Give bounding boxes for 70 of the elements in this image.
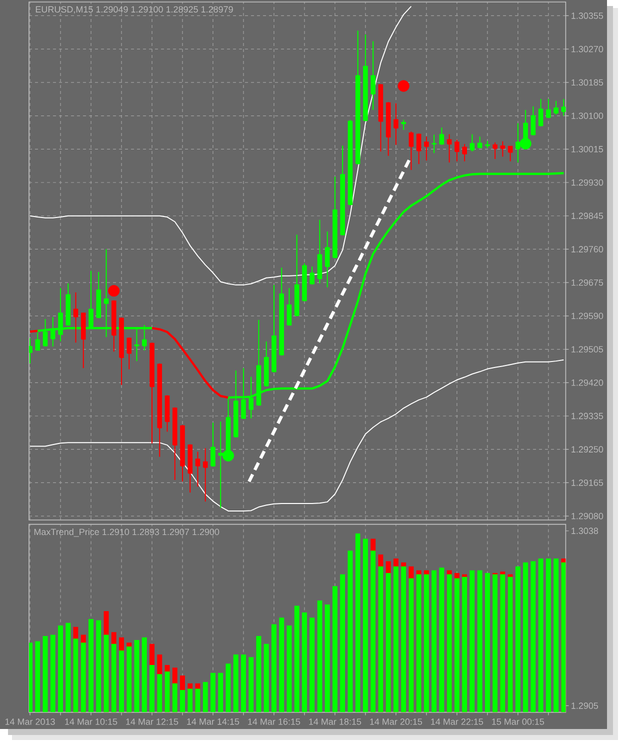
candlestick <box>408 130 414 170</box>
candlestick <box>42 318 48 348</box>
candlestick <box>508 146 513 162</box>
candlestick <box>454 139 460 162</box>
y-tick-label: 1.29080 <box>572 512 604 520</box>
candlestick <box>462 144 467 162</box>
point <box>108 285 120 297</box>
x-tick-label: 14 Mar 18:15 <box>309 718 362 725</box>
x-tick-label: 14 Mar 20:15 <box>370 718 422 725</box>
candlestick <box>470 134 475 152</box>
candlestick <box>538 98 544 127</box>
candlestick <box>88 270 94 329</box>
candlestick <box>142 324 147 351</box>
point <box>222 450 234 462</box>
y-tick-label: 1.29250 <box>572 446 604 453</box>
y-tick-label: 1.29930 <box>572 179 604 186</box>
y-tick-label: 1.29590 <box>572 312 604 320</box>
y-tick-label: 1.30270 <box>572 46 604 52</box>
candlestick <box>477 136 482 148</box>
y-tick-label: 1.2905 <box>572 702 598 709</box>
candlestick <box>210 422 216 468</box>
x-tick-label: 14 Mar 12:15 <box>126 718 178 725</box>
candlestick <box>202 448 208 502</box>
candlestick <box>416 132 422 165</box>
y-tick-label: 1.30355 <box>572 12 604 19</box>
y-tick-label: 1.29335 <box>572 412 604 420</box>
candlestick <box>492 142 498 160</box>
candlestick <box>432 134 436 154</box>
x-tick-label: 14 Mar 16:15 <box>248 718 300 725</box>
y-tick-label: 1.29420 <box>572 379 604 386</box>
candlestick <box>324 231 330 288</box>
candlestick <box>286 288 292 326</box>
candlestick <box>530 106 536 136</box>
candlestick <box>126 337 132 370</box>
candlestick <box>195 451 200 488</box>
candlestick <box>394 102 398 146</box>
point <box>398 80 410 92</box>
y-tick-label: 1.29845 <box>572 212 604 220</box>
y-tick-label: 1.29165 <box>572 480 604 486</box>
candlestick <box>310 266 314 286</box>
candlestick <box>500 140 506 158</box>
y-tick-label: 1.29760 <box>572 246 604 252</box>
candlestick <box>554 100 558 116</box>
chart-title: MaxTrend_Price 1.2910 1.2893 1.2907 1.2900 <box>34 528 220 537</box>
candlestick <box>134 328 140 362</box>
candlestick <box>50 316 56 348</box>
y-tick-label: 1.29675 <box>572 279 604 286</box>
y-tick-label: 1.29505 <box>572 346 604 352</box>
candlestick <box>546 98 551 119</box>
candlestick <box>446 134 452 163</box>
candlestick <box>317 219 322 284</box>
candlestick <box>424 136 429 162</box>
candlestick <box>401 119 406 130</box>
candlestick <box>73 292 78 344</box>
x-tick-label: 14 Mar 22:15 <box>431 718 484 725</box>
y-tick-label: 1.30185 <box>572 79 604 86</box>
candlestick <box>439 127 444 146</box>
candlestick <box>370 40 376 110</box>
chart-title: EURUSD,M15 1.29049 1.29100 1.28925 1.28979 <box>36 6 233 14</box>
x-tick-label: 14 Mar 10:15 <box>65 718 118 725</box>
candlestick <box>58 288 63 342</box>
y-tick-label: 1.30100 <box>572 112 604 119</box>
point <box>520 138 532 150</box>
candlestick <box>104 248 109 338</box>
candlestick <box>561 98 566 116</box>
x-tick-label: 15 Mar 00:15 <box>492 718 544 725</box>
x-tick-label: 14 Mar 14:15 <box>187 718 240 725</box>
y-tick-label: 1.30015 <box>572 146 604 152</box>
y-tick-label: 1.3038 <box>572 528 598 534</box>
x-tick-label: 14 Mar 2013 <box>5 718 55 725</box>
